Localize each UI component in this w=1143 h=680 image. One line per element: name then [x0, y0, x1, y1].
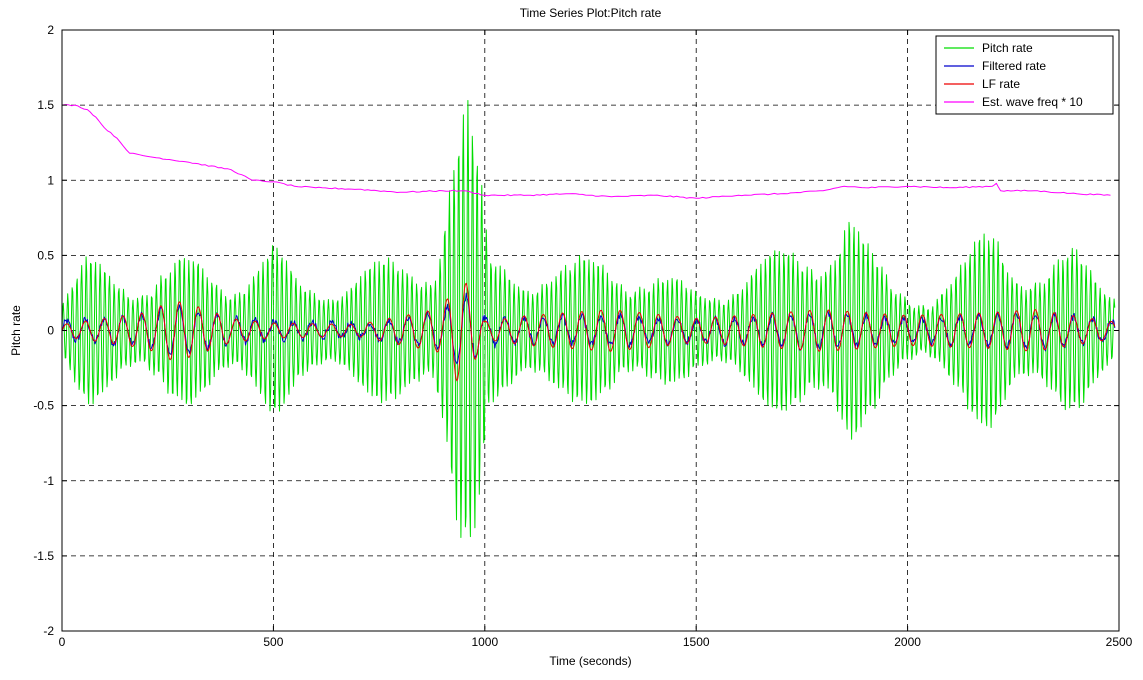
y-tick-label: -1.5 [33, 549, 54, 563]
x-tick-label: 1000 [471, 635, 498, 649]
x-tick-label: 1500 [683, 635, 710, 649]
series-line-est-wave-freq-10 [62, 104, 1111, 199]
legend: Pitch rate Filtered rate LF rate Est. wave … [935, 35, 1114, 115]
y-tick-label: 1.5 [37, 98, 54, 112]
y-tick-label: 0 [47, 324, 54, 338]
series-line-pitch-rate [62, 100, 1116, 538]
series-line-lf-rate [62, 282, 1116, 382]
y-tick-label: -1 [43, 474, 54, 488]
x-tick-label: 500 [263, 635, 283, 649]
x-axis-label: Time (seconds) [549, 654, 631, 668]
legend-label: Pitch rate [982, 41, 1033, 55]
legend-box [935, 35, 1114, 115]
series-layer [62, 100, 1116, 538]
y-tick-label: 2 [47, 23, 54, 37]
y-axis-label: Pitch rate [9, 305, 23, 356]
x-tick-label: 2500 [1106, 635, 1133, 649]
y-tick-label: -2 [43, 624, 54, 638]
x-tick-label: 0 [59, 635, 66, 649]
ticks: 0 500 1000 1500 2000 2500 -2 -1.5 -1 -0.5 0 0.5 1 1.5… [33, 23, 1132, 649]
x-tick-label: 2000 [894, 635, 921, 649]
chart-title: Time Series Plot:Pitch rate [520, 6, 662, 20]
legend-label: LF rate [982, 77, 1020, 91]
legend-label: Est. wave freq * 10 [982, 95, 1083, 109]
y-tick-label: 1 [47, 173, 54, 187]
y-tick-label: -0.5 [33, 399, 54, 413]
y-tick-label: 0.5 [37, 248, 54, 262]
legend-label: Filtered rate [982, 59, 1046, 73]
